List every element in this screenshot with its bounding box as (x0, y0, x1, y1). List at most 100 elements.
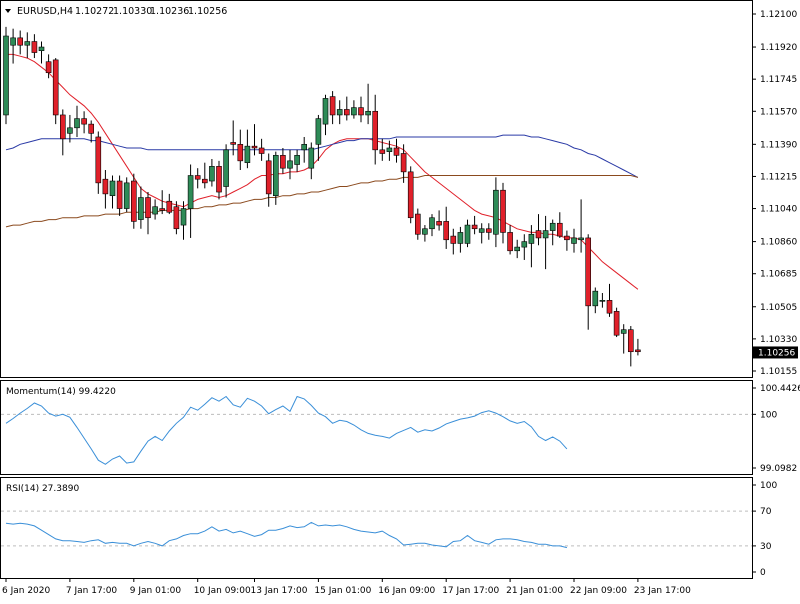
candle-body (407, 171, 414, 219)
candle-body (88, 123, 94, 134)
candle-body (379, 149, 386, 154)
candle-body (535, 230, 542, 239)
candle-body (549, 222, 556, 231)
momentum-ytick-label: 100 (760, 410, 777, 420)
x-tick-label: 21 Jan 01:00 (506, 586, 563, 596)
price-ytick-label: 1.11745 (760, 75, 797, 85)
candle-body (635, 349, 641, 353)
candle-body (24, 41, 31, 46)
candle-body (45, 61, 52, 74)
moving-average-line-2 (5, 134, 639, 178)
price-ytick-label: 1.10505 (760, 303, 797, 313)
candle-body (81, 118, 87, 125)
candle-body (187, 175, 194, 209)
candle-body (308, 147, 315, 169)
price-ytick-label: 1.11215 (760, 172, 797, 182)
candle-body (372, 110, 379, 151)
close-value: 1.10256 (188, 6, 227, 17)
rsi-pane-frame (0, 477, 753, 579)
candle-body (422, 228, 428, 235)
candle-body (457, 232, 464, 244)
rsi-ytick-label: 30 (760, 542, 772, 552)
candle-body (74, 118, 80, 129)
candle-body (521, 241, 528, 248)
price-pane-frame (0, 0, 753, 378)
candle-body (315, 118, 322, 145)
rsi-pane (1, 510, 752, 549)
candle-body (620, 329, 627, 334)
price-ytick-label: 1.11390 (760, 140, 797, 150)
x-tick-label: 17 Jan 17:00 (442, 586, 499, 596)
candle-body (627, 329, 634, 353)
momentum-ytick-label: 99.0982 (760, 464, 797, 474)
candle-body (429, 217, 435, 230)
candle-body (500, 189, 506, 233)
price-ytick-label: 1.10860 (760, 238, 797, 248)
moving-average-line-1 (6, 53, 639, 290)
rsi-ytick-label: 100 (760, 481, 777, 491)
candle-body (109, 180, 116, 197)
x-tick-label: 10 Jan 09:00 (194, 586, 251, 596)
x-tick-label: 6 Jan 2020 (2, 586, 50, 596)
candle-body (613, 311, 620, 336)
candle-body (301, 144, 308, 151)
momentum-pane-frame (0, 380, 753, 475)
candle-body (329, 96, 336, 116)
candle-body (365, 110, 371, 116)
candle-body (31, 41, 38, 53)
price-ytick-label: 1.12100 (760, 10, 797, 20)
candle-body (59, 114, 66, 140)
candle-body (443, 221, 450, 241)
candle-body (528, 233, 535, 244)
symbol-label: EURUSD,H4 (17, 6, 73, 17)
candle-body (485, 228, 492, 233)
candle-body (67, 127, 73, 134)
candle-body (145, 197, 151, 219)
candle-body (166, 200, 173, 213)
x-tick-label: 23 Jan 17:00 (634, 586, 691, 596)
candle-body (287, 160, 293, 169)
candle-body (38, 46, 45, 52)
momentum-line (5, 395, 568, 465)
candle-body (556, 222, 563, 237)
moving-average-line-3 (5, 175, 639, 228)
last-price-badge (753, 346, 798, 359)
candle-body (592, 290, 599, 307)
price-ytick-label: 1.11040 (760, 205, 797, 215)
candle-body (585, 237, 592, 307)
low-value: 1.10236 (150, 6, 189, 17)
momentum-ytick-label: 100.4426 (760, 384, 800, 394)
rsi-ytick-label: 0 (760, 568, 766, 578)
chevron-down-icon[interactable] (5, 9, 11, 13)
candle-body (95, 136, 102, 184)
candle-body (265, 160, 272, 195)
x-tick-label: 22 Jan 09:00 (570, 586, 627, 596)
x-tick-label: 16 Jan 09:00 (378, 586, 435, 596)
open-value: 1.10272 (75, 6, 114, 17)
rsi-ytick-label: 70 (760, 507, 772, 517)
price-ytick-label: 1.10330 (760, 335, 797, 345)
candle-body (436, 221, 442, 226)
rsi-title: RSI(14) 27.3890 (6, 484, 79, 494)
candle-body (351, 107, 357, 116)
candle-body (343, 109, 350, 116)
price-ytick-label: 1.11920 (760, 43, 797, 53)
candle-body (599, 300, 606, 302)
candle-body (173, 206, 180, 230)
candle-body (237, 144, 244, 162)
x-tick-label: 7 Jan 17:00 (66, 586, 118, 596)
candle-body (336, 109, 343, 116)
candle-body (493, 189, 499, 235)
candle-body (386, 147, 393, 152)
price-pane (3, 26, 641, 367)
axes: 1.12100 1.11920 1.11745 1.11570 1.11390 1.112… (2, 10, 800, 596)
x-tick-label: 15 Jan 01:00 (314, 586, 371, 596)
candle-body (159, 208, 165, 211)
candle-body (216, 166, 222, 193)
candle-body (10, 37, 16, 46)
candle-body (152, 206, 158, 215)
candle-body (258, 147, 265, 154)
candle-body (131, 180, 137, 222)
candle-body (223, 149, 229, 187)
